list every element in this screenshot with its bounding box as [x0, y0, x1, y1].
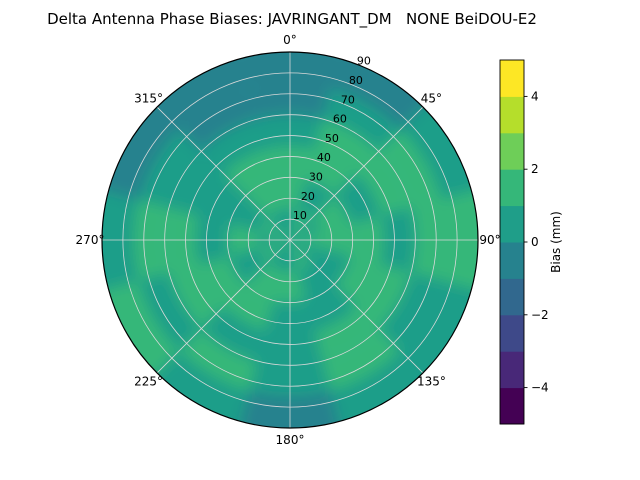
heatmap-cell	[314, 118, 379, 174]
polar-grid	[101, 51, 479, 429]
heatmap-cell	[322, 88, 401, 152]
heatmap-cell	[201, 118, 266, 174]
heatmap-cell	[314, 306, 379, 362]
polar-spine	[101, 51, 479, 429]
heatmap-cell	[312, 195, 351, 232]
heatmap-cell	[147, 52, 250, 130]
colorbar-band	[500, 132, 524, 170]
heatmap-cell	[102, 97, 180, 200]
r-tick-label: 50	[325, 132, 339, 145]
r-tick-label: 70	[341, 93, 355, 106]
theta-tick-label: 135°	[417, 374, 446, 388]
heatmap-cell	[229, 248, 268, 285]
heatmap-cell	[290, 217, 321, 240]
heatmap-cell	[400, 97, 478, 200]
heatmap-cell	[298, 179, 335, 218]
heatmap-cell	[179, 328, 258, 392]
colorbar-tick-label: −4	[531, 381, 549, 395]
colorbar-band	[500, 351, 524, 389]
heatmap-cell	[267, 240, 290, 271]
colorbar-band	[500, 314, 524, 352]
heatmap-cell	[229, 195, 268, 232]
heatmap-cell	[356, 264, 412, 329]
heatmap-cell	[259, 217, 290, 240]
heatmap-cell	[378, 129, 442, 208]
r-tick-label: 40	[317, 151, 331, 164]
heatmap-cell	[400, 280, 478, 383]
theta-tick-label: 315°	[134, 92, 163, 106]
heatmap-cell	[290, 240, 321, 263]
colorbar-band	[500, 60, 524, 97]
theta-tick-label: 45°	[421, 92, 442, 106]
heatmap-cell	[179, 88, 258, 152]
theta-tick-label: 225°	[134, 374, 163, 388]
axis-labels: 0° 45° 90° 135° 180° 225° 270° 315° 10 20 30 40 50 60…	[76, 33, 501, 447]
heatmap-cell	[290, 240, 313, 271]
heatmap-cell	[330, 52, 433, 130]
heatmap-cell	[245, 262, 282, 301]
heatmap-cell	[147, 350, 250, 428]
heatmap-cell	[322, 328, 401, 392]
colorbar-band	[500, 169, 524, 207]
colorbar-band	[500, 242, 524, 279]
heatmap-cell	[330, 350, 433, 428]
heatmap-cell	[312, 248, 351, 285]
colorbar-tick-label: 4	[531, 89, 539, 103]
colorbar-tick-label: −2	[531, 308, 549, 322]
colorbar-band	[500, 205, 524, 243]
r-tick-label: 90	[357, 55, 371, 68]
heatmap-cell	[259, 240, 290, 263]
colorbar-band	[500, 96, 524, 134]
heatmap-cell	[298, 262, 335, 301]
theta-gridline	[156, 239, 291, 374]
heatmap-cell	[168, 264, 224, 329]
r-tick-label: 20	[301, 190, 315, 203]
heatmap-cell	[245, 179, 282, 218]
heatmap-cell	[267, 209, 290, 240]
theta-tick-label: 0°	[283, 33, 297, 47]
heatmap-cell	[378, 272, 442, 351]
heatmap-cell	[168, 151, 224, 216]
heatmap-cell	[201, 306, 266, 362]
colorbar-band	[500, 387, 524, 425]
r-tick-label: 60	[333, 113, 347, 126]
theta-tick-label: 90°	[479, 233, 500, 247]
heatmap-cell	[290, 209, 313, 240]
theta-gridline	[156, 106, 291, 241]
colorbar-band	[500, 278, 524, 316]
colorbar-tick-label: 2	[531, 162, 539, 176]
r-tick-label: 30	[309, 170, 323, 183]
heatmap-cell	[102, 280, 180, 383]
theta-gridline	[289, 106, 424, 241]
colorbar-tick-label: 0	[531, 235, 539, 249]
r-tick-label: 10	[293, 209, 307, 222]
heatmap-cell	[138, 129, 202, 208]
colorbar: 4 2 0 −2 −4	[499, 59, 549, 425]
heatmap-cell	[138, 272, 202, 351]
theta-tick-label: 180°	[276, 433, 305, 447]
heatmap-cell	[356, 151, 412, 216]
theta-gridline	[289, 239, 424, 374]
colorbar-axis-label: Bias (mm)	[549, 211, 563, 273]
chart-title: Delta Antenna Phase Biases: JAVRINGANT_D…	[47, 10, 537, 29]
theta-tick-label: 270°	[76, 233, 105, 247]
r-tick-label: 80	[349, 74, 363, 87]
